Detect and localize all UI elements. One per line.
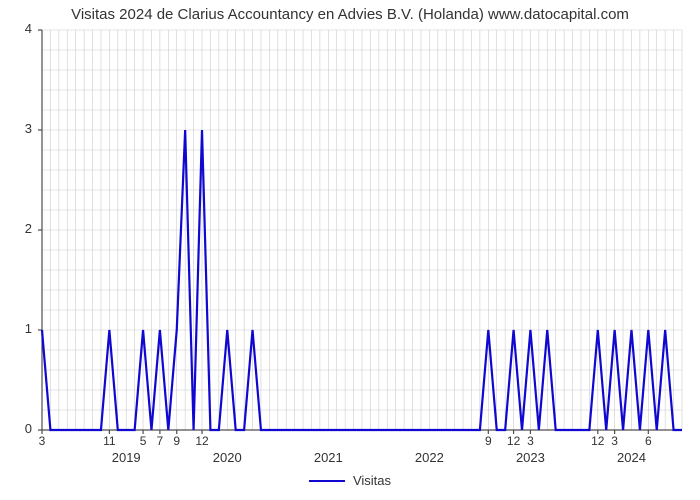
x-tick-label: 12 <box>591 434 604 448</box>
x-tick-label: 12 <box>195 434 208 448</box>
x-tick-label: 5 <box>140 434 147 448</box>
x-tick-year-label: 2020 <box>213 450 242 465</box>
y-tick-label: 0 <box>0 421 32 436</box>
x-tick-label: 9 <box>173 434 180 448</box>
x-tick-label: 7 <box>157 434 164 448</box>
x-tick-year-label: 2021 <box>314 450 343 465</box>
x-tick-year-label: 2022 <box>415 450 444 465</box>
y-tick-label: 2 <box>0 221 32 236</box>
x-tick-year-label: 2024 <box>617 450 646 465</box>
x-tick-label: 6 <box>645 434 652 448</box>
legend-label: Visitas <box>353 473 391 488</box>
legend-swatch <box>309 480 345 482</box>
x-tick-label: 3 <box>527 434 534 448</box>
x-tick-label: 3 <box>611 434 618 448</box>
x-tick-label: 11 <box>103 434 115 448</box>
x-tick-year-label: 2023 <box>516 450 545 465</box>
x-tick-label: 3 <box>39 434 46 448</box>
x-tick-label: 12 <box>507 434 520 448</box>
chart-title: Visitas 2024 de Clarius Accountancy en A… <box>0 6 700 23</box>
plot-area <box>42 30 682 430</box>
y-tick-label: 1 <box>0 321 32 336</box>
x-tick-label: 9 <box>485 434 492 448</box>
x-tick-year-label: 2019 <box>112 450 141 465</box>
y-tick-label: 4 <box>0 21 32 36</box>
chart-container: Visitas 2024 de Clarius Accountancy en A… <box>0 0 700 500</box>
y-tick-label: 3 <box>0 121 32 136</box>
legend: Visitas <box>0 472 700 488</box>
